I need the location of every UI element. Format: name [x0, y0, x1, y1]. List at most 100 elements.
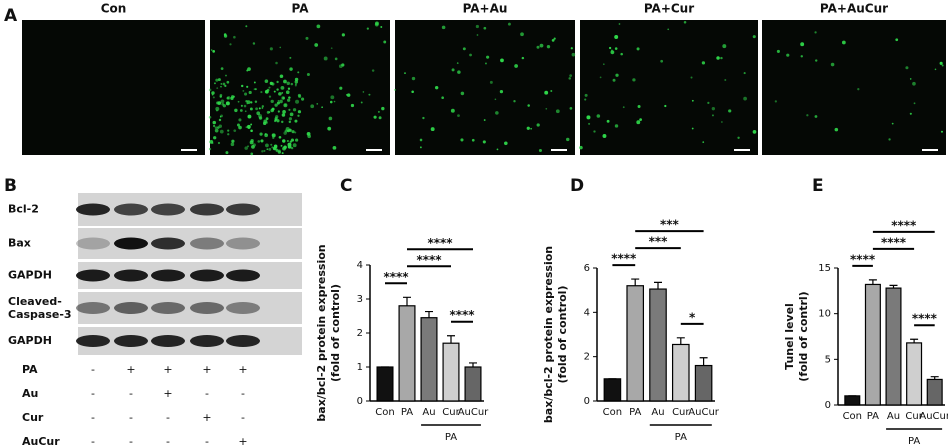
cell	[411, 76, 416, 81]
cell	[257, 140, 261, 143]
cell	[233, 35, 236, 39]
band	[114, 302, 148, 314]
y-tick-label: 2	[357, 328, 363, 339]
cell	[941, 64, 944, 67]
column-header: PA	[292, 2, 310, 16]
band	[114, 269, 148, 282]
cell	[683, 20, 687, 24]
cell	[261, 105, 265, 108]
treatment-mark: -	[241, 411, 245, 424]
cell	[667, 28, 670, 31]
cell	[909, 112, 912, 115]
cell	[283, 145, 287, 150]
cell	[281, 120, 284, 124]
cell	[208, 115, 212, 119]
cell	[292, 143, 297, 148]
cell	[373, 115, 377, 119]
cell	[230, 96, 234, 101]
error-bar	[469, 362, 477, 367]
cell	[297, 71, 300, 74]
bar	[671, 343, 690, 402]
cell	[368, 93, 371, 96]
cell	[225, 101, 230, 106]
bar	[906, 342, 923, 406]
cell	[830, 62, 835, 67]
cell	[550, 90, 553, 93]
significance-label: ***	[660, 218, 680, 232]
error-bar	[425, 310, 433, 318]
treatment-label: Au	[22, 387, 38, 400]
cell	[593, 130, 596, 133]
cell	[895, 38, 899, 42]
y-axis-label: (fold of control)	[329, 284, 342, 382]
cell	[691, 127, 694, 130]
y-axis-label: (fold of control)	[556, 286, 569, 384]
cell	[261, 107, 264, 109]
error-bar	[699, 357, 708, 366]
cell	[691, 99, 694, 102]
y-tick-label: 6	[584, 263, 590, 274]
cell	[288, 128, 292, 132]
cell	[250, 123, 253, 126]
cell	[568, 77, 572, 80]
cell	[277, 99, 280, 102]
cell	[283, 131, 287, 135]
cell	[282, 139, 286, 143]
cell	[265, 143, 269, 148]
treatment-mark: +	[126, 363, 135, 376]
cell	[606, 119, 610, 123]
cell	[271, 107, 275, 111]
cell	[716, 56, 720, 60]
cell	[286, 139, 289, 143]
cell	[664, 104, 667, 108]
group-label: PA	[445, 432, 457, 443]
cell	[800, 55, 803, 58]
cell	[286, 81, 290, 86]
cell	[551, 38, 555, 42]
cell	[485, 62, 487, 65]
x-tick-label: PA	[867, 411, 879, 422]
cell	[834, 127, 839, 132]
cell	[222, 104, 227, 108]
cell	[614, 47, 618, 50]
cell	[234, 108, 238, 113]
cell	[218, 124, 223, 128]
treatment-mark: +	[163, 387, 172, 400]
cell	[323, 56, 328, 61]
cell	[334, 57, 338, 61]
cell	[618, 23, 621, 25]
y-tick-label: 1	[357, 362, 363, 373]
cell	[569, 107, 573, 110]
cell	[279, 99, 283, 104]
cell	[888, 138, 891, 141]
cell	[450, 108, 455, 113]
micrograph	[22, 20, 205, 155]
cell	[227, 129, 230, 132]
cell	[289, 140, 293, 143]
cell	[539, 43, 544, 48]
cell	[233, 129, 237, 133]
cell	[571, 52, 576, 57]
treatment-mark: -	[205, 435, 209, 448]
band	[114, 203, 148, 216]
cell	[566, 137, 570, 142]
cell	[495, 111, 499, 115]
treatment-mark: -	[91, 411, 95, 424]
cell	[291, 130, 295, 134]
x-tick-label: Au	[887, 411, 900, 422]
y-tick-label: 5	[825, 354, 831, 365]
significance-label: ***	[649, 235, 669, 249]
cell	[294, 119, 298, 123]
cell	[339, 86, 343, 90]
cell	[514, 64, 518, 68]
treatment-mark: +	[202, 411, 211, 424]
cell	[724, 79, 727, 82]
error-bar	[868, 279, 877, 285]
cell	[288, 120, 292, 124]
cell	[216, 101, 220, 105]
cell	[570, 47, 573, 50]
cell	[527, 104, 530, 107]
cell	[328, 116, 333, 121]
cell	[660, 59, 664, 63]
cell	[212, 96, 215, 99]
